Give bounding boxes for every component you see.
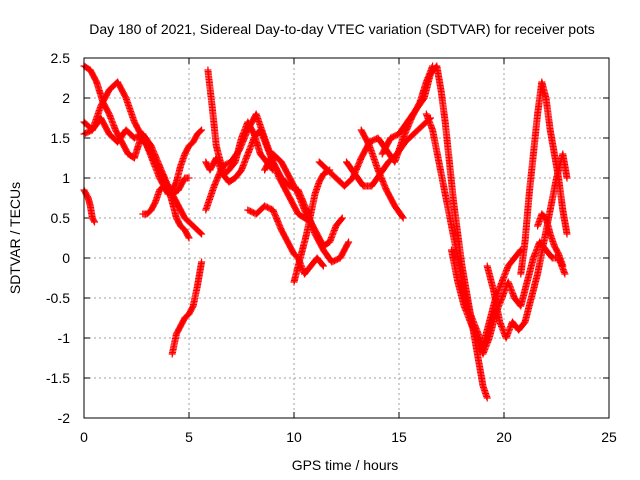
- series-track-5: [139, 126, 206, 218]
- series-track-17: [422, 110, 525, 350]
- series-track-18: [448, 238, 569, 358]
- series-track-4: [80, 186, 98, 226]
- series-track-12: [290, 166, 334, 286]
- data-point-markers: [517, 78, 571, 278]
- y-tick-label: -2: [58, 410, 71, 426]
- y-tick-label: 1: [62, 170, 70, 186]
- x-tick-label: 25: [601, 429, 617, 445]
- x-tick-label: 20: [496, 429, 512, 445]
- data-series: [80, 62, 571, 402]
- series-track-6: [168, 258, 206, 358]
- series-track-20: [517, 78, 571, 278]
- y-axis-ticks: 2.5 2 1.5 1 0.5 0 -0.5 -1 -1.5 -2: [46, 50, 609, 426]
- data-point-markers: [290, 166, 334, 286]
- data-point-markers: [534, 210, 567, 270]
- data-point-markers: [448, 238, 569, 358]
- data-point-markers: [378, 62, 491, 402]
- y-tick-label: 2.5: [51, 50, 71, 66]
- x-tick-label: 10: [286, 429, 302, 445]
- data-point-markers: [168, 258, 206, 358]
- x-tick-label: 5: [185, 429, 193, 445]
- y-tick-label: 1.5: [51, 130, 71, 146]
- x-axis-label: GPS time / hours: [292, 457, 399, 473]
- plot-frame: [83, 57, 610, 419]
- data-point-markers: [261, 150, 346, 250]
- x-tick-label: 0: [80, 429, 88, 445]
- data-point-markers: [422, 110, 525, 350]
- y-tick-label: 2: [62, 90, 70, 106]
- data-point-markers: [244, 202, 327, 278]
- data-point-markers: [357, 126, 407, 222]
- x-tick-label: 15: [391, 429, 407, 445]
- y-tick-label: -1: [58, 330, 71, 346]
- grid: [84, 58, 609, 418]
- y-tick-label: -0.5: [46, 290, 70, 306]
- y-tick-label: -1.5: [46, 370, 70, 386]
- x-axis-ticks: 0 5 10 15 20 25: [80, 58, 617, 445]
- series-track-15: [357, 126, 407, 222]
- data-point-markers: [80, 186, 98, 226]
- data-point-markers: [139, 126, 206, 218]
- series-track-10: [244, 202, 327, 278]
- series-track-14: [343, 114, 434, 190]
- y-axis-label: SDTVAR / TECUs: [7, 182, 23, 294]
- data-point-markers: [343, 114, 434, 190]
- chart-title: Day 180 of 2021, Sidereal Day-to-day VTE…: [89, 21, 595, 37]
- series-track-21: [534, 210, 567, 270]
- y-tick-label: 0.5: [51, 210, 71, 226]
- y-tick-label: 0: [62, 250, 70, 266]
- series-track-16: [378, 62, 491, 402]
- series-track-11: [261, 150, 346, 250]
